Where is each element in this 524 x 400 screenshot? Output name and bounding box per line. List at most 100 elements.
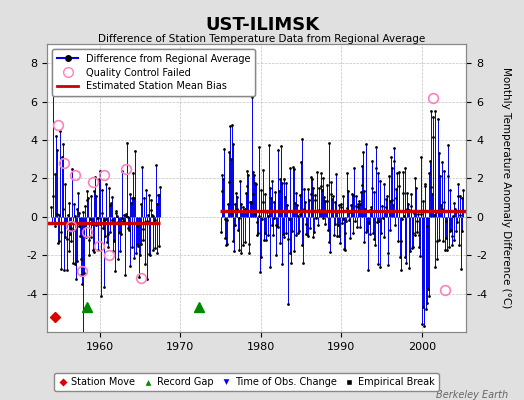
Point	[314, 222, 322, 228]
Point	[324, 226, 332, 233]
Point	[343, 170, 352, 176]
Point	[72, 258, 81, 264]
Point	[290, 248, 298, 254]
Point	[413, 228, 421, 235]
Point	[219, 188, 227, 194]
Point	[138, 164, 146, 170]
Point	[111, 268, 119, 274]
Point	[384, 262, 392, 268]
Point	[339, 193, 347, 200]
Point	[335, 233, 344, 239]
Point	[77, 256, 85, 262]
Point	[231, 221, 239, 228]
Point	[422, 300, 431, 306]
Point	[379, 181, 388, 188]
Point	[233, 193, 241, 200]
Point	[227, 209, 235, 216]
Point	[345, 216, 353, 223]
Point	[291, 231, 300, 238]
Point	[222, 240, 231, 247]
Point	[263, 209, 271, 215]
Point	[56, 128, 64, 134]
Point	[313, 168, 321, 175]
Point	[146, 252, 154, 259]
Point	[89, 247, 97, 253]
Point	[91, 222, 100, 228]
Point	[312, 208, 321, 214]
Point	[361, 206, 369, 212]
Point	[286, 164, 294, 171]
Point	[416, 252, 424, 259]
Point	[455, 242, 463, 248]
Point	[62, 267, 71, 273]
Point	[281, 180, 290, 187]
Point	[262, 237, 270, 243]
Point	[89, 248, 97, 255]
Point	[269, 215, 278, 222]
Point	[283, 301, 292, 307]
Point	[152, 162, 160, 168]
Point	[126, 263, 134, 269]
Point	[93, 215, 101, 221]
Point	[258, 216, 266, 222]
Point	[145, 251, 154, 257]
Point	[307, 191, 315, 197]
Point	[296, 191, 304, 198]
Point	[58, 154, 66, 160]
Point	[337, 200, 346, 207]
Point	[320, 194, 328, 200]
Point	[238, 209, 246, 216]
Point	[243, 168, 252, 174]
Point	[282, 230, 290, 236]
Point	[294, 212, 302, 219]
Point	[379, 215, 387, 222]
Point	[320, 221, 329, 228]
Point	[308, 176, 316, 183]
Point	[414, 211, 422, 218]
Point	[431, 264, 440, 270]
Point	[124, 225, 132, 232]
Point	[301, 199, 309, 206]
Point	[342, 218, 351, 225]
Point	[434, 237, 443, 244]
Point	[141, 219, 149, 226]
Point	[439, 238, 447, 244]
Point	[152, 201, 161, 207]
Point	[395, 169, 403, 175]
Text: UST-ILIMSK: UST-ILIMSK	[205, 16, 319, 34]
Point	[250, 172, 258, 178]
Point	[396, 254, 404, 260]
Point	[115, 230, 124, 236]
Point	[440, 199, 449, 205]
Point	[86, 216, 94, 222]
Point	[303, 232, 312, 239]
Point	[347, 209, 356, 216]
Point	[454, 192, 463, 199]
Point	[402, 260, 410, 266]
Point	[393, 170, 401, 176]
Point	[71, 261, 79, 267]
Point	[71, 213, 80, 219]
Point	[332, 171, 340, 178]
Point	[128, 195, 136, 202]
Point	[243, 183, 251, 189]
Point	[154, 192, 162, 198]
Point	[217, 172, 226, 178]
Point	[150, 217, 159, 224]
Point	[386, 227, 395, 233]
Point	[81, 224, 90, 230]
Point	[304, 186, 313, 192]
Point	[100, 216, 108, 223]
Point	[276, 176, 285, 182]
Point	[84, 252, 93, 258]
Point	[443, 246, 451, 253]
Point	[351, 203, 359, 210]
Point	[108, 194, 116, 200]
Point	[322, 198, 331, 205]
Point	[385, 172, 394, 179]
Point	[453, 181, 462, 187]
Point	[317, 182, 325, 189]
Point	[444, 142, 452, 148]
Point	[447, 233, 456, 239]
Point	[352, 193, 361, 200]
